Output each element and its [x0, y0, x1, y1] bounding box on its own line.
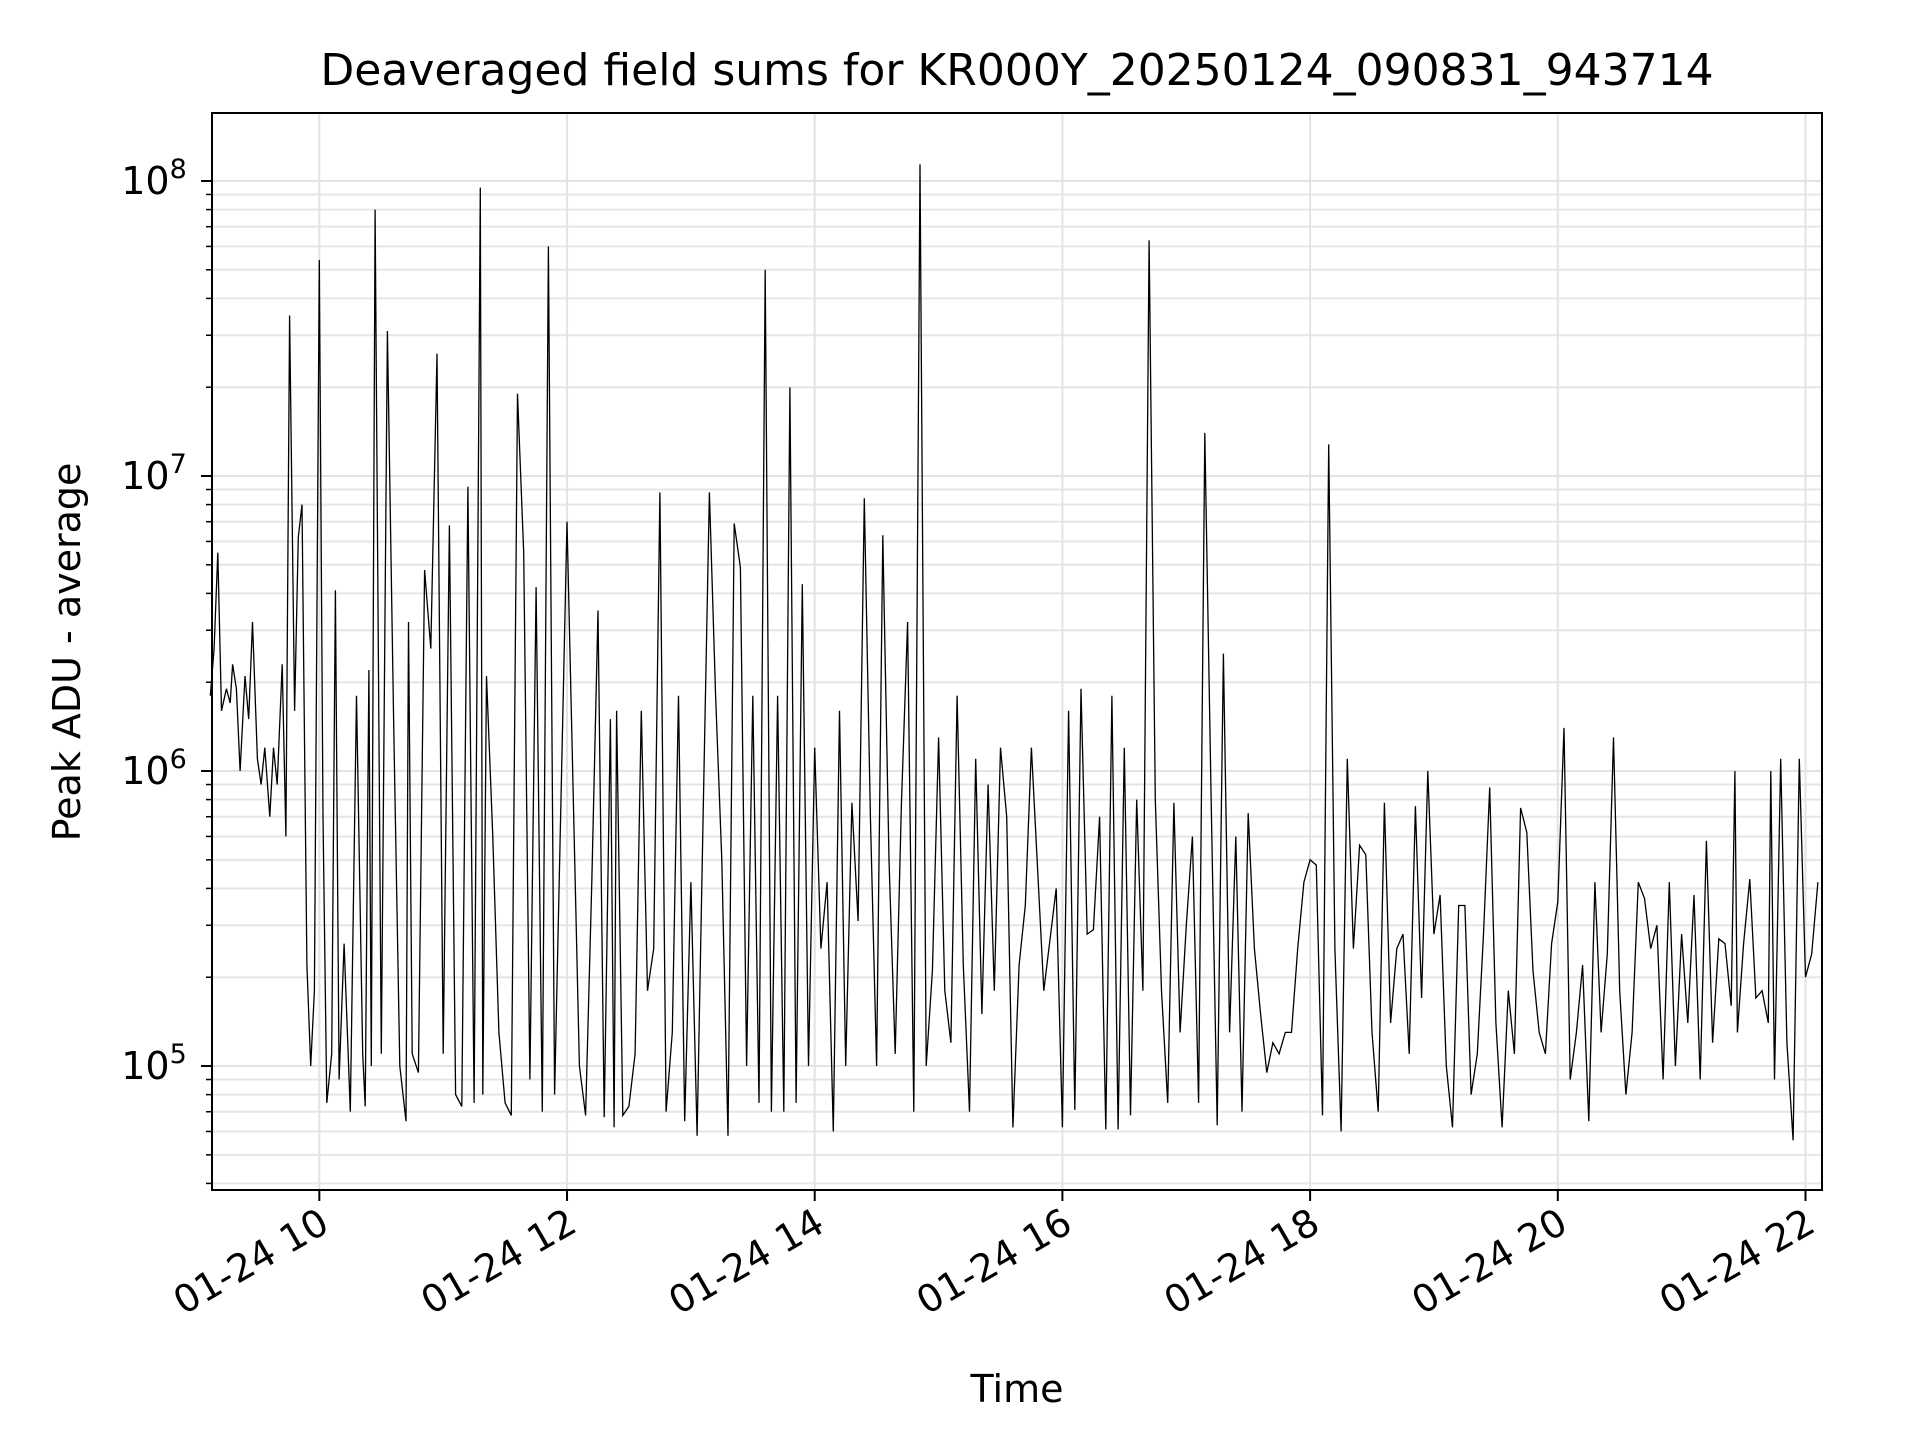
y-tick-label: 106 — [121, 744, 187, 793]
chart-title: Deaveraged field sums for KR000Y_2025012… — [320, 45, 1713, 96]
x-axis-label: Time — [970, 1367, 1064, 1411]
y-axis: 105 106 107 108 — [121, 154, 212, 1185]
y-tick-label: 107 — [121, 449, 187, 498]
series-layer — [209, 164, 1819, 1141]
y-axis-label: Peak ADU - average — [45, 463, 89, 842]
y-tick-label: 105 — [121, 1039, 187, 1088]
y-tick-label: 108 — [121, 154, 187, 203]
plot-frame — [211, 112, 1823, 1191]
grid — [212, 113, 1822, 1190]
series-line — [209, 164, 1819, 1141]
